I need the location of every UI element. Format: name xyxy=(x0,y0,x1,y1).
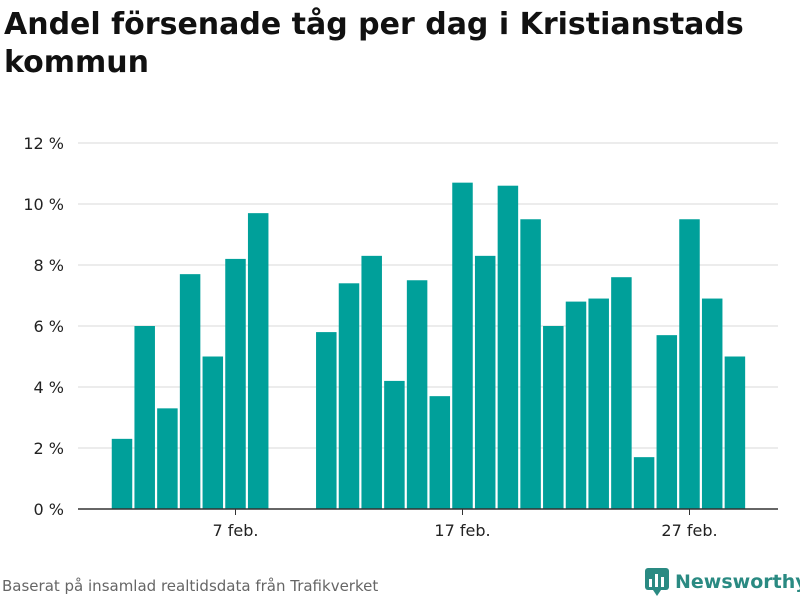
bars xyxy=(111,182,746,509)
bar-day-17 xyxy=(452,182,473,509)
bar-day-11 xyxy=(316,332,337,509)
newsworthy-logo: Newsworthy xyxy=(645,568,800,596)
bar-day-6 xyxy=(202,356,224,509)
y-tick-label: 4 % xyxy=(34,378,64,397)
x-tick-label: 17 feb. xyxy=(434,521,490,540)
bar-day-15 xyxy=(406,280,428,509)
bar-day-19 xyxy=(497,185,519,509)
bar-day-14 xyxy=(384,380,405,509)
y-tick-label: 0 % xyxy=(34,500,64,519)
bar-day-3 xyxy=(134,326,155,509)
bar-day-25 xyxy=(633,457,655,509)
x-tick-label: 7 feb. xyxy=(213,521,259,540)
bar-day-16 xyxy=(429,396,451,509)
bar-day-29 xyxy=(724,356,746,509)
y-tick-label: 12 % xyxy=(23,134,64,153)
bar-day-27 xyxy=(679,219,700,509)
y-tick-label: 10 % xyxy=(23,195,64,214)
bar-day-2 xyxy=(111,438,133,509)
bar-day-28 xyxy=(701,298,723,509)
brand-name: Newsworthy xyxy=(675,571,800,593)
bar-day-4 xyxy=(157,408,178,509)
bar-day-24 xyxy=(611,277,632,509)
bar-day-7 xyxy=(225,258,246,509)
bar-day-13 xyxy=(361,255,382,509)
bar-day-18 xyxy=(474,255,496,509)
bar-day-26 xyxy=(656,335,678,509)
y-tick-label: 8 % xyxy=(34,256,64,275)
bar-day-5 xyxy=(179,274,201,509)
y-tick-label: 2 % xyxy=(34,439,64,458)
x-tick-label: 27 feb. xyxy=(661,521,717,540)
bar-day-23 xyxy=(588,298,609,509)
source-note: Baserat på insamlad realtidsdata från Tr… xyxy=(2,577,379,595)
y-axis-ticks: 0 % 2 % 4 % 6 % 8 % 10 % 12 % xyxy=(23,134,64,519)
bar-day-21 xyxy=(543,326,564,509)
bar-day-12 xyxy=(338,283,360,509)
bar-day-22 xyxy=(565,301,587,509)
y-tick-label: 6 % xyxy=(34,317,64,336)
x-axis-ticks: 7 feb. 17 feb. 27 feb. xyxy=(213,509,718,540)
chart-title: Andel försenade tåg per dag i Kristianst… xyxy=(4,7,744,80)
bar-day-8 xyxy=(247,213,269,509)
newsworthy-chart-icon xyxy=(645,568,669,596)
bar-day-20 xyxy=(520,219,541,509)
